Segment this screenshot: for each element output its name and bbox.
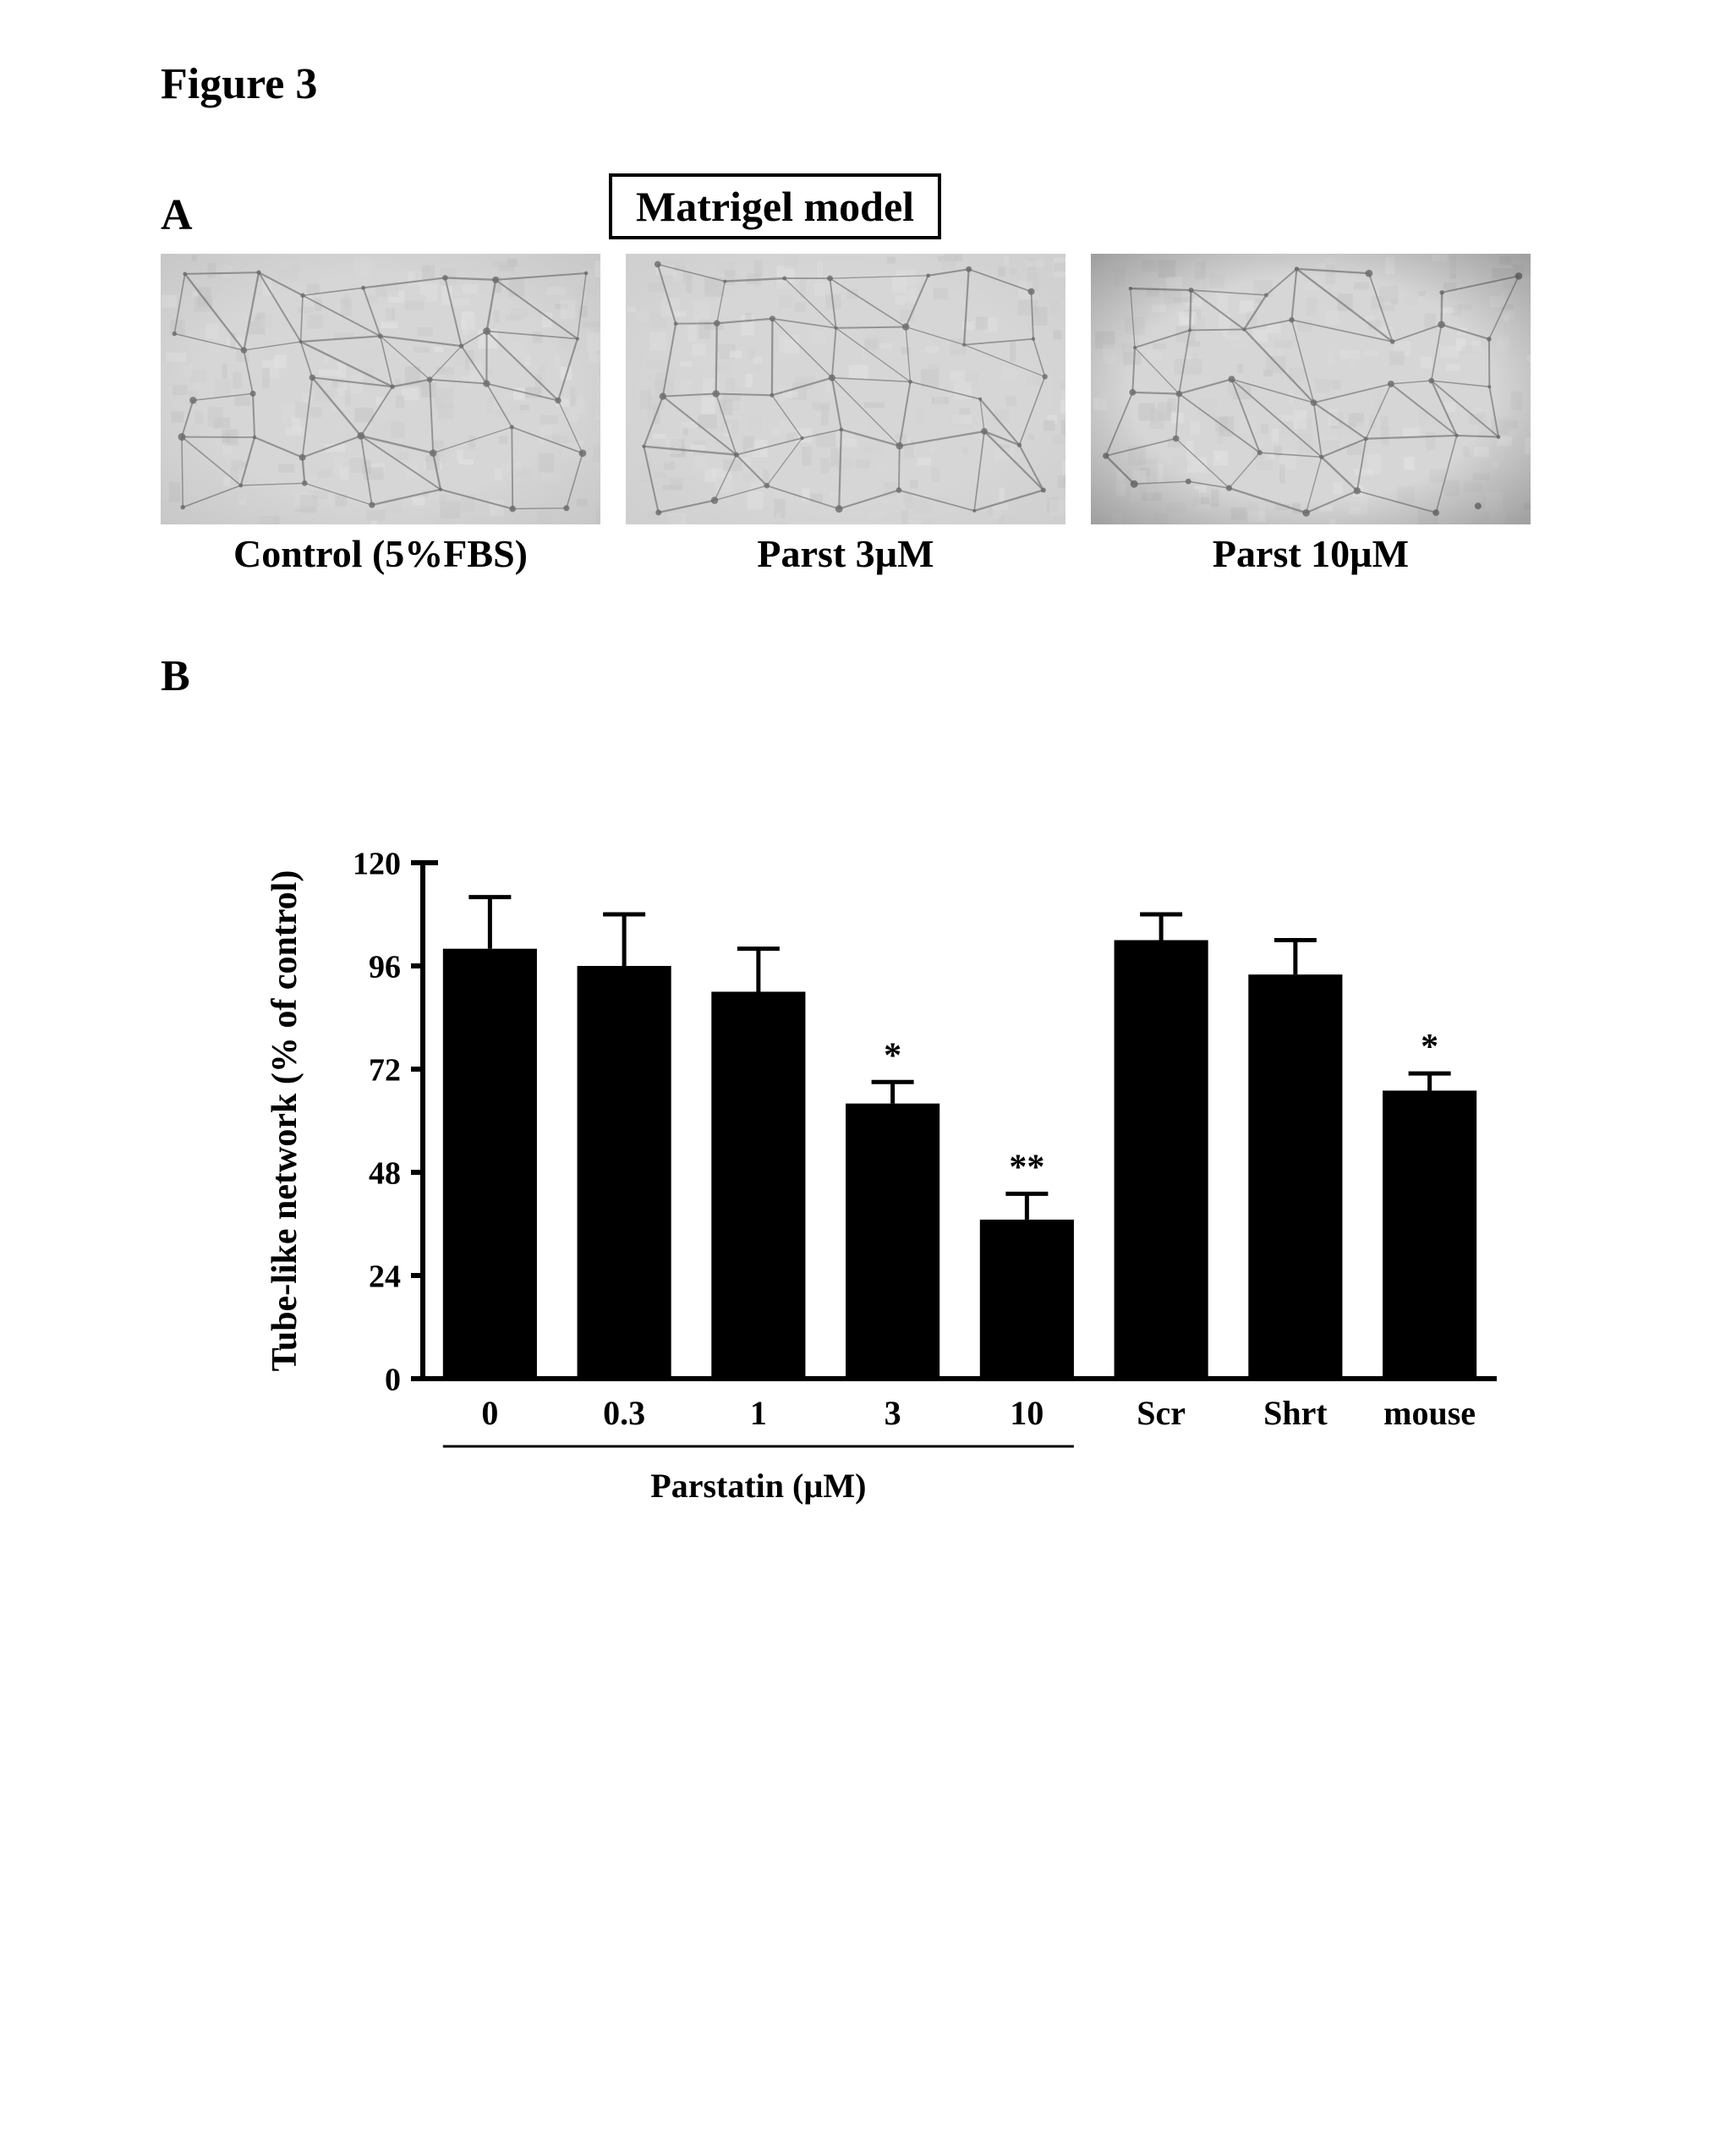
svg-text:3: 3 — [885, 1394, 901, 1432]
svg-text:Parstatin (µM): Parstatin (µM) — [650, 1467, 866, 1505]
bar-chart-container: 0 24 48 72 96 120 Tube-like network (% of cont… — [262, 812, 1531, 1539]
svg-text:**: ** — [1009, 1148, 1044, 1187]
page-root: Figure 3 A Matrigel model Control (5%FBS… — [0, 0, 1709, 2156]
svg-text:Scr: Scr — [1137, 1394, 1186, 1432]
svg-text:*: * — [884, 1036, 901, 1075]
svg-text:0: 0 — [385, 1362, 401, 1397]
svg-text:Shrt: Shrt — [1263, 1394, 1328, 1432]
micrograph-caption: Control (5%FBS) — [161, 531, 600, 576]
svg-text:0.3: 0.3 — [603, 1394, 645, 1432]
svg-text:*: * — [1421, 1028, 1438, 1067]
panel-a-label: A — [161, 190, 193, 240]
svg-text:0: 0 — [481, 1394, 498, 1432]
matrigel-model-box: Matrigel model — [609, 173, 941, 239]
svg-text:1: 1 — [750, 1394, 767, 1432]
micrograph-parst-3: Parst 3µM — [626, 254, 1065, 576]
figure-title: Figure 3 — [161, 59, 317, 109]
svg-text:24: 24 — [369, 1259, 401, 1294]
svg-text:Tube-like network (% of contro: Tube-like network (% of control) — [266, 870, 304, 1372]
micrograph-parst-10: Parst 10µM — [1091, 254, 1531, 576]
svg-text:72: 72 — [369, 1052, 401, 1088]
svg-text:120: 120 — [353, 846, 401, 881]
svg-text:10: 10 — [1010, 1394, 1043, 1432]
panel-a-image-row: Control (5%FBS) Parst 3µM Parst 10µM — [161, 254, 1531, 576]
micrograph-caption: Parst 3µM — [626, 531, 1065, 576]
svg-text:mouse: mouse — [1383, 1394, 1476, 1432]
bar-chart: 0 24 48 72 96 120 Tube-like network (% of cont… — [262, 812, 1531, 1539]
svg-text:96: 96 — [369, 949, 401, 985]
svg-text:48: 48 — [369, 1155, 401, 1191]
panel-b-label: B — [161, 651, 190, 701]
micrograph-control: Control (5%FBS) — [161, 254, 600, 576]
micrograph-caption: Parst 10µM — [1091, 531, 1531, 576]
